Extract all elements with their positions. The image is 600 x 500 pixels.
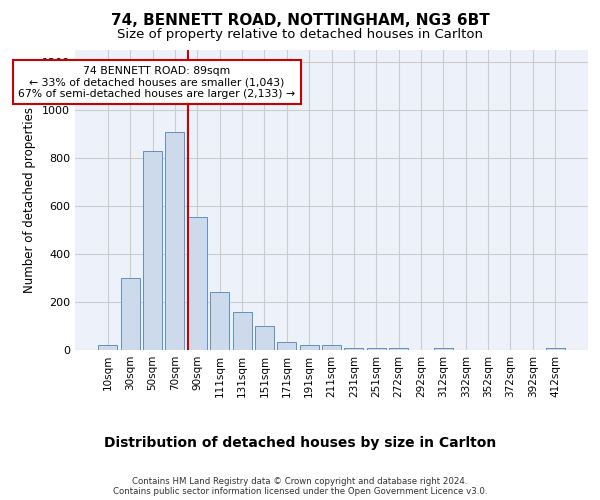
Bar — [545, 348, 565, 350]
Bar — [98, 345, 118, 350]
Bar — [389, 348, 408, 350]
Bar — [367, 348, 386, 350]
Bar — [322, 345, 341, 350]
Text: Size of property relative to detached houses in Carlton: Size of property relative to detached ho… — [117, 28, 483, 41]
Bar — [166, 132, 184, 350]
Bar — [210, 292, 229, 350]
Y-axis label: Number of detached properties: Number of detached properties — [23, 107, 37, 293]
Bar — [344, 348, 364, 350]
Bar — [255, 326, 274, 350]
Text: Distribution of detached houses by size in Carlton: Distribution of detached houses by size … — [104, 436, 496, 450]
Bar — [233, 312, 251, 350]
Text: 74 BENNETT ROAD: 89sqm
← 33% of detached houses are smaller (1,043)
67% of semi-: 74 BENNETT ROAD: 89sqm ← 33% of detached… — [19, 66, 296, 99]
Bar — [188, 217, 207, 350]
Bar — [121, 278, 140, 350]
Text: Contains HM Land Registry data © Crown copyright and database right 2024.
Contai: Contains HM Land Registry data © Crown c… — [113, 476, 487, 496]
Bar — [143, 151, 162, 350]
Text: 74, BENNETT ROAD, NOTTINGHAM, NG3 6BT: 74, BENNETT ROAD, NOTTINGHAM, NG3 6BT — [110, 13, 490, 28]
Bar — [434, 348, 453, 350]
Bar — [277, 342, 296, 350]
Bar — [299, 345, 319, 350]
